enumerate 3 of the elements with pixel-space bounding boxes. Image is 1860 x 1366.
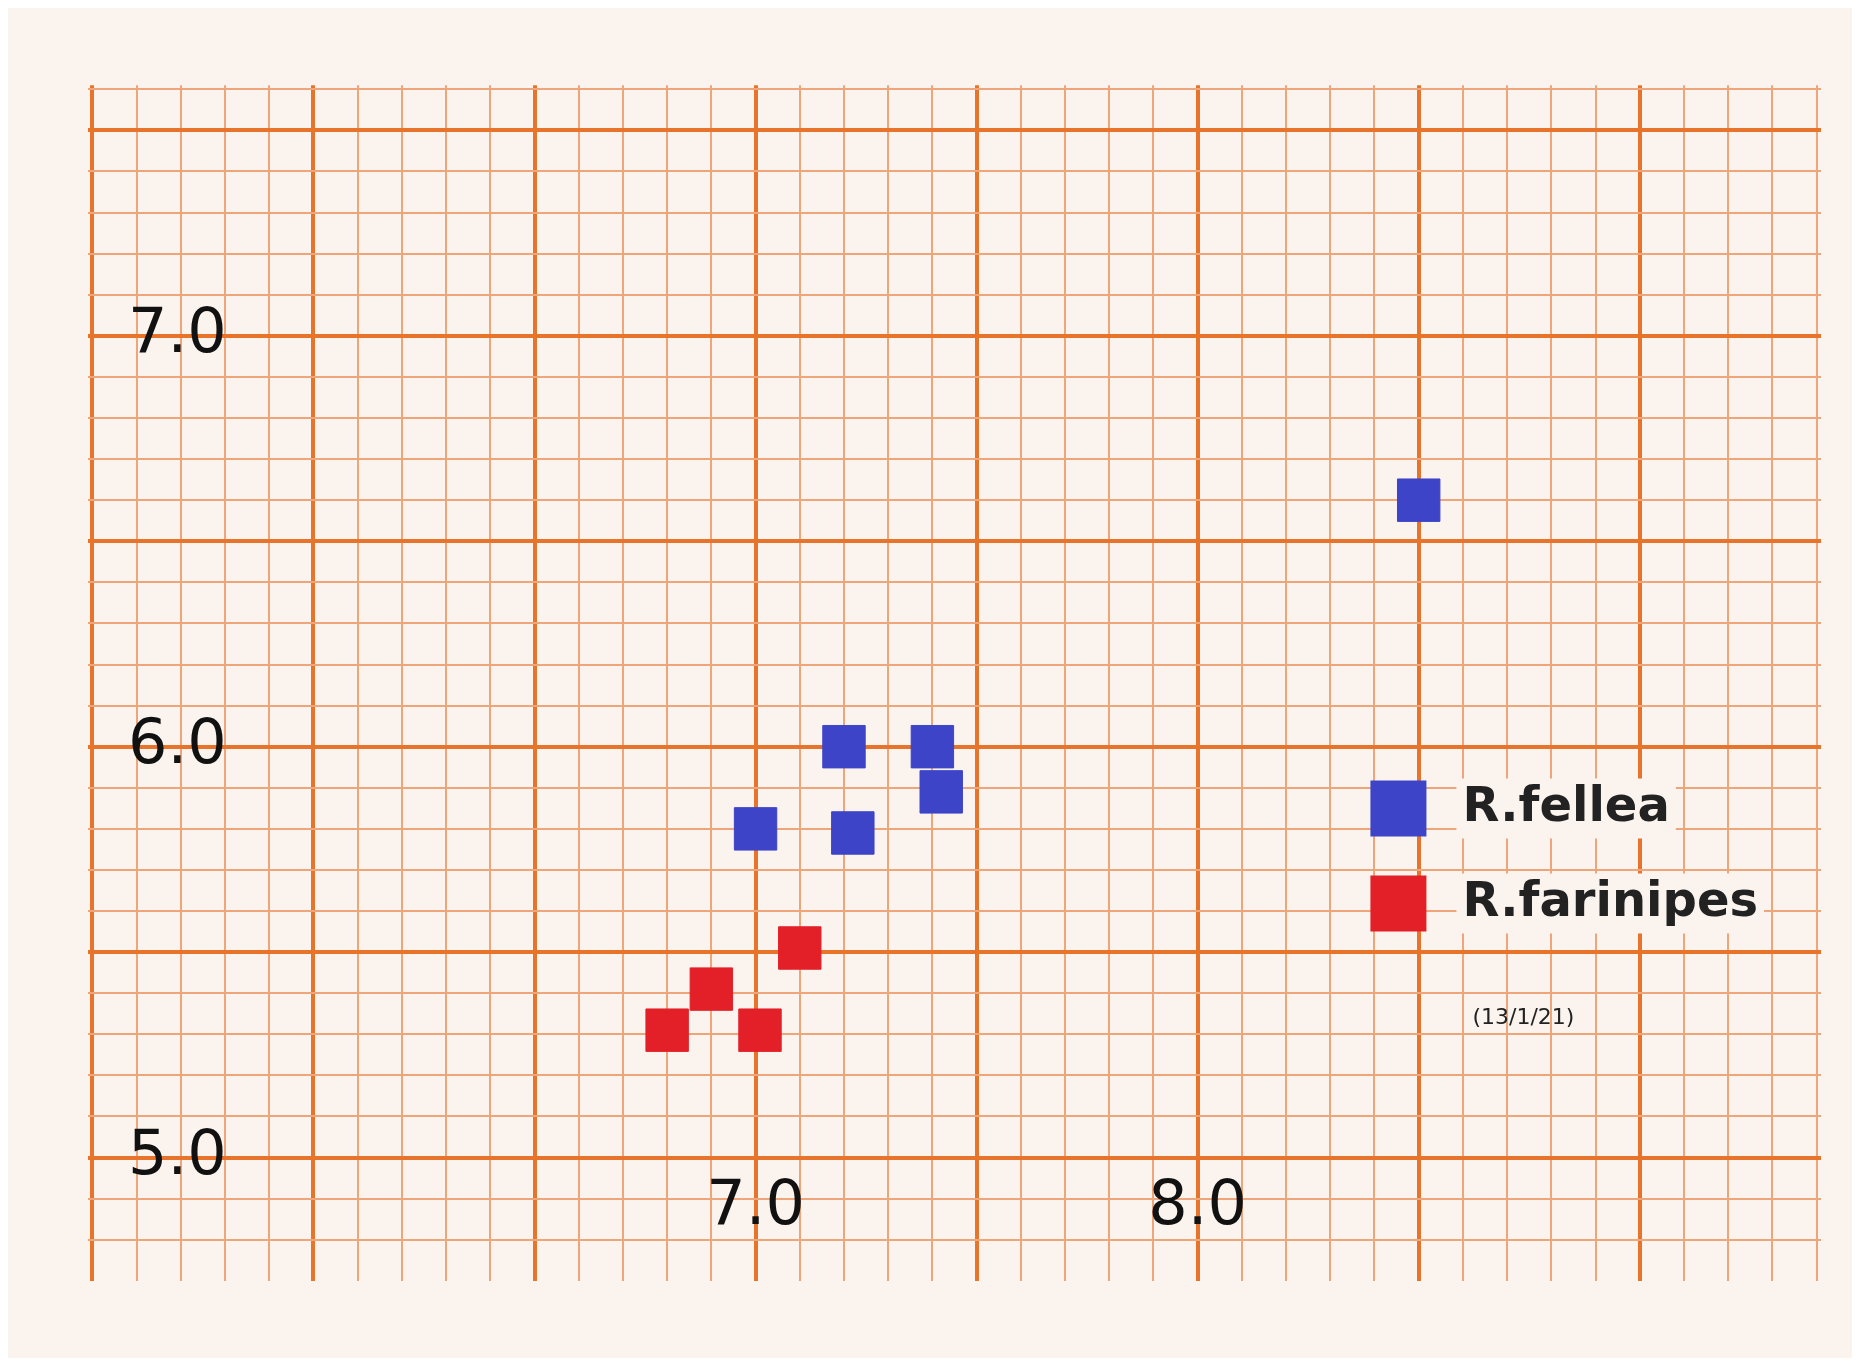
annotation: (13/1/21)	[1472, 1004, 1575, 1030]
legend-label: R.farinipes	[1462, 871, 1759, 928]
legend-label: R.fellea	[1462, 776, 1670, 833]
